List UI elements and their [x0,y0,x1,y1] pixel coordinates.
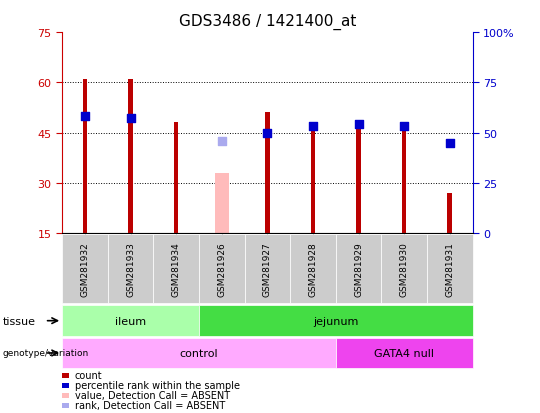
Text: GSM281932: GSM281932 [80,242,90,296]
Point [446,140,454,147]
Text: value, Detection Call = ABSENT: value, Detection Call = ABSENT [75,390,230,400]
Text: genotype/variation: genotype/variation [3,349,89,358]
Text: GSM281926: GSM281926 [217,242,226,296]
Bar [265,113,269,233]
Title: GDS3486 / 1421400_at: GDS3486 / 1421400_at [179,14,356,30]
Text: control: control [180,348,218,358]
Bar [402,130,407,233]
Point [400,124,408,131]
Bar [83,80,87,233]
Bar [215,173,228,233]
Text: ileum: ileum [115,316,146,326]
Text: GATA4 null: GATA4 null [374,348,434,358]
Text: GSM281929: GSM281929 [354,242,363,296]
Bar [174,123,178,233]
Point [308,124,317,131]
Text: GSM281927: GSM281927 [263,242,272,296]
Text: jejunum: jejunum [313,316,359,326]
Bar [448,193,452,233]
Point [126,116,135,123]
Text: GSM281930: GSM281930 [400,242,409,296]
Text: tissue: tissue [3,316,36,326]
Point [263,130,272,136]
Text: percentile rank within the sample: percentile rank within the sample [75,380,240,390]
Point [354,122,363,128]
Text: count: count [75,370,102,380]
Point [80,114,89,121]
Text: GSM281933: GSM281933 [126,242,135,296]
Text: rank, Detection Call = ABSENT: rank, Detection Call = ABSENT [75,400,225,410]
Point [218,138,226,145]
Text: GSM281934: GSM281934 [172,242,180,296]
Bar [356,126,361,233]
Text: GSM281928: GSM281928 [308,242,318,296]
Bar [310,130,315,233]
Bar [128,80,133,233]
Text: GSM281931: GSM281931 [445,242,454,296]
